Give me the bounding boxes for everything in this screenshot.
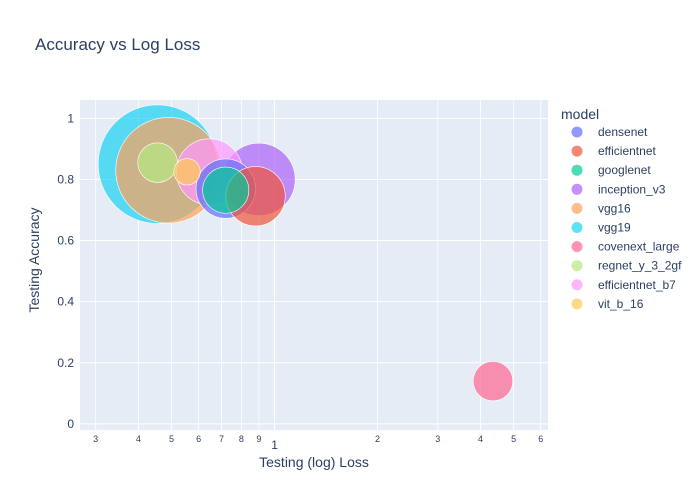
legend-swatch-googlenet[interactable] (571, 164, 583, 176)
legend-label-vgg16[interactable]: vgg16 (598, 201, 631, 215)
y-tick-label: 0 (67, 417, 74, 431)
legend-swatch-vgg19[interactable] (571, 222, 583, 233)
x-tick-label: 5 (511, 434, 516, 444)
legend-label-vgg19[interactable]: vgg19 (598, 221, 631, 235)
y-axis-ticks: 0 0.2 0.4 0.6 0.8 1 (57, 111, 74, 431)
legend-swatch-vit_b_16[interactable] (571, 298, 583, 310)
legend-swatch-vgg16[interactable] (571, 202, 583, 214)
legend-label-densenet[interactable]: densenet (598, 125, 648, 139)
x-tick-label: 4 (136, 434, 141, 444)
x-tick-label: 3 (435, 434, 440, 444)
legend-swatch-densenet[interactable] (571, 126, 583, 138)
marker-regnet_y_3_2gf[interactable] (137, 142, 178, 183)
x-tick-label: 7 (219, 434, 224, 444)
legend-swatch-regnet_y_3_2gf[interactable] (571, 260, 583, 272)
markers (97, 104, 514, 402)
y-tick-label: 0.2 (57, 356, 74, 370)
x-axis-title: Testing (log) Loss (259, 454, 369, 470)
legend-label-covenext_large[interactable]: covenext_large (598, 240, 680, 254)
chart-title: Accuracy vs Log Loss (35, 35, 200, 54)
legend-swatch-covenext_large[interactable] (571, 241, 583, 253)
legend-label-efficientnet_b7[interactable]: efficientnet_b7 (598, 278, 676, 292)
x-tick-label: 5 (169, 434, 174, 444)
x-tick-label: 6 (196, 434, 201, 444)
marker-covenext_large[interactable] (472, 361, 514, 402)
marker-vit_b_16[interactable] (173, 158, 201, 186)
x-tick-label: 8 (239, 434, 244, 444)
y-tick-label: 0.4 (57, 295, 74, 309)
y-tick-label: 0.6 (57, 234, 74, 248)
y-tick-label: 0.8 (57, 172, 74, 186)
legend-swatch-efficientnet_b7[interactable] (571, 279, 583, 291)
x-tick-label: 9 (256, 434, 261, 444)
legend-title: model (561, 106, 599, 122)
legend-label-vit_b_16[interactable]: vit_b_16 (598, 297, 644, 311)
legend-swatch-efficientnet[interactable] (571, 145, 583, 157)
x-tick-label: 2 (375, 434, 380, 444)
y-axis-title: Testing Accuracy (26, 207, 42, 312)
x-tick-label: 6 (538, 434, 543, 444)
legend-label-googlenet[interactable]: googlenet (598, 163, 651, 177)
y-tick-label: 1 (67, 111, 74, 125)
legend: model densenet efficientnet googlenet incep… (561, 106, 682, 311)
legend-label-efficientnet[interactable]: efficientnet (598, 144, 656, 158)
legend-swatch-inception_v3[interactable] (571, 183, 583, 195)
legend-label-regnet_y_3_2gf[interactable]: regnet_y_3_2gf (598, 259, 682, 273)
legend-label-inception_v3[interactable]: inception_v3 (598, 182, 666, 196)
marker-googlenet[interactable] (202, 166, 250, 214)
x-tick-label: 4 (478, 434, 483, 444)
x-tick-label: 3 (93, 434, 98, 444)
x-tick-label: 1 (271, 438, 278, 452)
